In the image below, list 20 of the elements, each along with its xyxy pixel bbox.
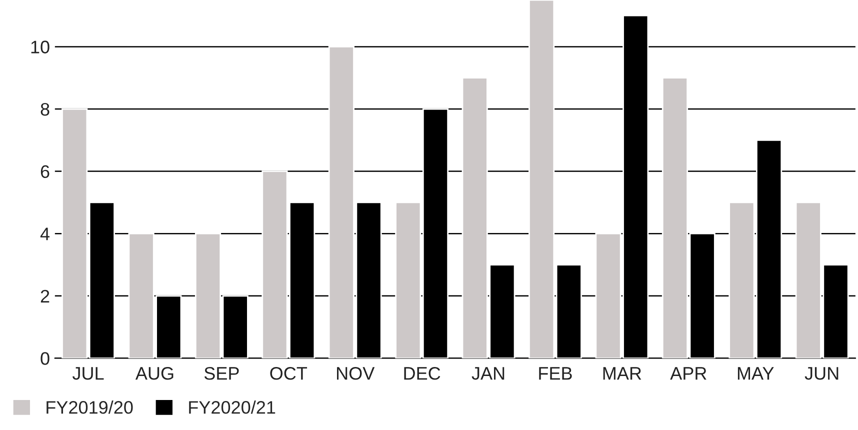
- legend-label: FY2019/20: [46, 400, 133, 414]
- x-tick-label: APR: [670, 367, 706, 380]
- x-tick-label: NOV: [337, 367, 375, 380]
- y-tick-label: 8: [40, 102, 50, 116]
- x-tick-label: AUG: [135, 367, 174, 380]
- x-tick-label: JUN: [804, 367, 838, 380]
- x-tick-label: OCT: [270, 367, 308, 380]
- x-tick-label: FEB: [539, 367, 572, 380]
- y-tick-label: 6: [40, 165, 50, 178]
- x-tick-label: JAN: [472, 367, 504, 380]
- x-tick-label: DEC: [404, 367, 440, 380]
- x-tick-label: SEP: [204, 367, 239, 380]
- x-tick-label: MAY: [738, 367, 774, 380]
- x-tick-label: JUL: [72, 367, 104, 380]
- legend-label: FY2020/21: [189, 400, 276, 414]
- x-tick-label: MAR: [603, 367, 642, 380]
- y-tick-label: 10: [31, 40, 50, 54]
- y-tick-label: 2: [40, 290, 50, 302]
- y-tick-label: 4: [40, 228, 50, 240]
- y-tick-label: 0: [40, 352, 50, 365]
